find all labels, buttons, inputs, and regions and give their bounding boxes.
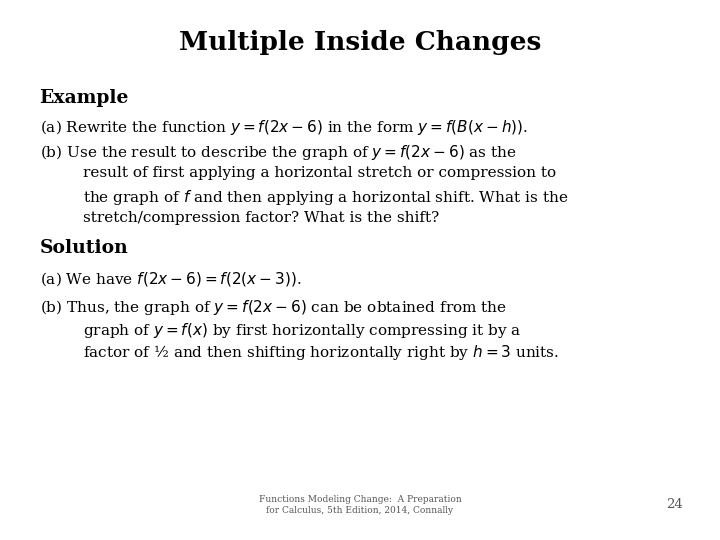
Text: (b) Use the result to describe the graph of $y = f(2x - 6)$ as the: (b) Use the result to describe the graph… xyxy=(40,143,516,162)
Text: factor of ½ and then shifting horizontally right by $h = 3$ units.: factor of ½ and then shifting horizontal… xyxy=(83,343,559,362)
Text: (a) We have $f(2x - 6) = f(2(x - 3))$.: (a) We have $f(2x - 6) = f(2(x - 3))$. xyxy=(40,270,301,288)
Text: stretch/compression factor? What is the shift?: stretch/compression factor? What is the … xyxy=(83,211,439,225)
Text: the graph of $f$ and then applying a horizontal shift. What is the: the graph of $f$ and then applying a hor… xyxy=(83,188,568,207)
Text: Solution: Solution xyxy=(40,239,128,256)
Text: (b) Thus, the graph of $y = f(2x - 6)$ can be obtained from the: (b) Thus, the graph of $y = f(2x - 6)$ c… xyxy=(40,298,507,317)
Text: 24: 24 xyxy=(666,498,683,511)
Text: result of first applying a horizontal stretch or compression to: result of first applying a horizontal st… xyxy=(83,166,556,180)
Text: Functions Modeling Change:  A Preparation
for Calculus, 5th Edition, 2014, Conna: Functions Modeling Change: A Preparation… xyxy=(258,495,462,515)
Text: Example: Example xyxy=(40,89,129,107)
Text: (a) Rewrite the function $y = f(2x - 6)$ in the form $y = f(B(x - h))$.: (a) Rewrite the function $y = f(2x - 6)$… xyxy=(40,118,528,137)
Text: graph of $y = f(x)$ by first horizontally compressing it by a: graph of $y = f(x)$ by first horizontall… xyxy=(83,321,521,340)
Text: Multiple Inside Changes: Multiple Inside Changes xyxy=(179,30,541,55)
